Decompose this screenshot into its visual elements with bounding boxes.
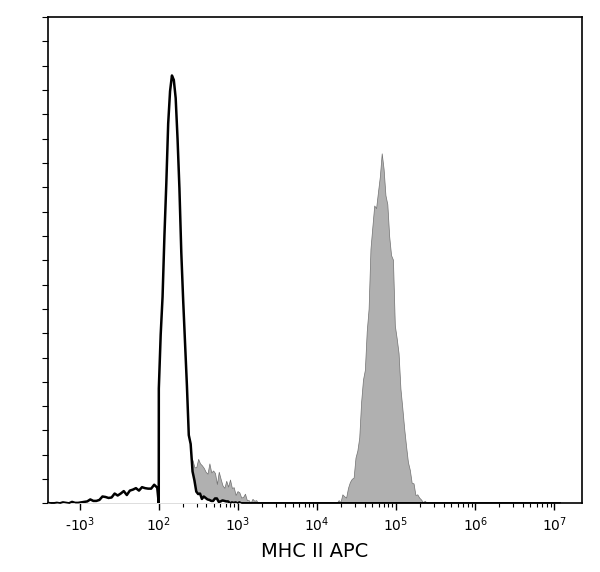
X-axis label: MHC II APC: MHC II APC [262,542,368,561]
